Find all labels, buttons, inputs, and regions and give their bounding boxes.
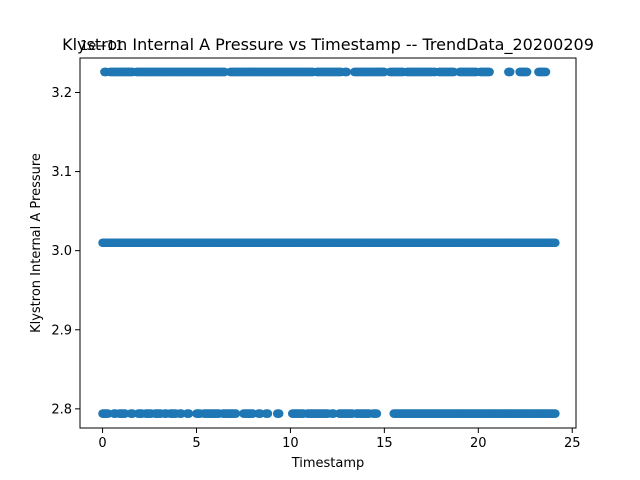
data-point [184,409,194,418]
data-point [505,67,515,77]
y-tick-label: 3.2 [51,86,72,101]
y-tick-label: 2.9 [51,323,72,338]
y-offset-text: 1e−11 [80,39,124,54]
x-tick-label: 25 [564,436,581,451]
data-point [231,409,241,418]
y-tick-label: 3.0 [51,244,72,259]
y-tick-label: 2.8 [51,402,72,417]
y-axis-label: Klystron Internal A Pressure [29,153,44,333]
chart-title: Klystron Internal A Pressure vs Timestam… [62,35,594,55]
x-tick-label: 15 [376,436,393,451]
x-tick-label: 10 [282,436,299,451]
x-tick-label: 20 [470,436,487,451]
data-points [98,67,560,418]
x-axis-ticks: 0 5 10 15 20 25 [98,428,581,451]
data-point [263,409,273,418]
data-point [274,409,284,418]
data-point [551,409,560,418]
data-point [485,67,494,77]
x-tick-label: 5 [192,436,200,451]
data-point [541,67,551,77]
x-axis-label: Timestamp [291,456,365,471]
x-tick-label: 0 [98,436,106,451]
data-point [551,238,560,248]
data-point [342,67,352,77]
data-point [522,67,532,77]
axes-frame [79,57,577,429]
y-tick-label: 3.1 [51,165,72,180]
data-point [372,409,382,418]
y-axis-ticks: 2.8 2.9 3.0 3.1 3.2 [51,86,80,417]
